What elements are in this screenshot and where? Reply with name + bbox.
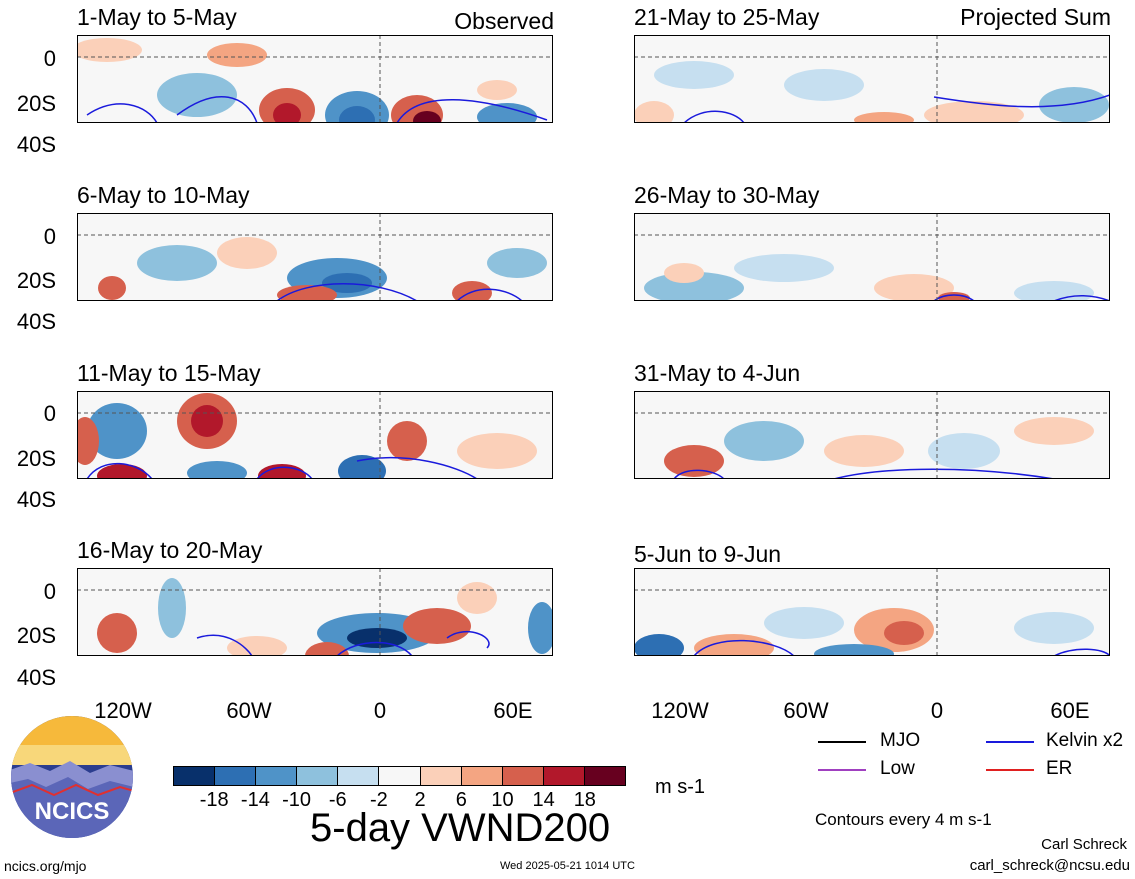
ytick-20s-p2: 20S	[16, 268, 56, 293]
panel-title-8: 5-Jun to 9-Jun	[634, 541, 782, 567]
ytick-40s-p3: 40S	[16, 487, 56, 512]
chart-title: 5-day VWND200	[310, 806, 611, 850]
ytick-0-p3: 0	[43, 401, 56, 426]
panel-title-2: 6-May to 10-May	[77, 182, 250, 208]
ytick-20s-p4: 20S	[16, 623, 56, 648]
map-panel-7	[634, 391, 1110, 479]
heatmap-2	[77, 213, 553, 301]
ncics-logo: NCICS	[11, 716, 133, 838]
ytick-20s-p1: 20S	[16, 91, 56, 116]
map-panel-5	[634, 35, 1110, 123]
heatmap-5	[634, 35, 1110, 123]
heatmap-7	[634, 391, 1110, 479]
map-panel-8	[634, 568, 1110, 656]
colorbar-label: -2	[370, 789, 388, 811]
xtick-left-60e: 60E	[493, 698, 533, 723]
colorbar-label: 6	[455, 789, 467, 811]
colorbar-label: 2	[414, 789, 426, 811]
panel-title-7: 31-May to 4-Jun	[634, 360, 801, 386]
legend-label-er: ER	[1046, 758, 1073, 779]
footer-email[interactable]: carl_schreck@ncsu.edu	[969, 857, 1130, 874]
xtick-right-0: 0	[930, 698, 944, 723]
ytick-20s-p3: 20S	[16, 446, 56, 471]
projected-sum-label: Projected Sum	[960, 4, 1111, 30]
colorbar-swatch	[584, 767, 626, 785]
colorbar-label: 14	[532, 789, 555, 811]
xtick-right-120w: 120W	[651, 698, 709, 723]
heatmap-4	[77, 568, 553, 656]
colorbar-swatch	[338, 767, 380, 785]
colorbar-label: -10	[282, 789, 311, 811]
colorbar-swatch	[420, 767, 462, 785]
colorbar-label: -18	[199, 789, 229, 811]
ytick-40s-p1: 40S	[16, 132, 56, 157]
footer-timestamp: Wed 2025-05-21 1014 UTC	[500, 860, 635, 872]
map-panel-2	[77, 213, 553, 301]
map-panel-4	[77, 568, 553, 656]
panel-title-3: 11-May to 15-May	[77, 360, 261, 386]
legend-line-low	[818, 769, 866, 771]
colorbar-swatch	[256, 767, 298, 785]
legend-line-er	[986, 769, 1034, 771]
heatmap-1	[77, 35, 553, 123]
xtick-left-0: 0	[373, 698, 387, 723]
colorbar-label: -14	[240, 789, 270, 811]
heatmap-8	[634, 568, 1110, 656]
map-panel-1	[77, 35, 553, 123]
colorbar-swatch	[543, 767, 585, 785]
panel-title-5: 21-May to 25-May	[634, 4, 820, 30]
ytick-0-p4: 0	[43, 579, 56, 604]
units-label: m s-1	[655, 776, 705, 798]
colorbar-label: -6	[328, 789, 347, 811]
panel-title-6: 26-May to 30-May	[634, 182, 820, 208]
xtick-left-60w: 60W	[226, 698, 272, 723]
colorbar-swatch	[297, 767, 339, 785]
legend-label-mjo: MJO	[880, 730, 921, 751]
observed-label: Observed	[454, 8, 554, 34]
xtick-right-60w: 60W	[783, 698, 829, 723]
colorbar-label: 10	[491, 789, 514, 811]
colorbar-swatch	[461, 767, 503, 785]
panel-title-1: 1-May to 5-May	[77, 4, 237, 30]
colorbar-swatch	[379, 767, 421, 785]
colorbar-label: 18	[573, 789, 596, 811]
footer-url[interactable]: ncics.org/mjo	[4, 858, 87, 874]
map-panel-6	[634, 213, 1110, 301]
colorbar	[173, 766, 626, 786]
legend-line-mjo	[818, 741, 866, 743]
legend-line-kelvin	[986, 741, 1034, 743]
legend-label-low: Low	[880, 758, 915, 779]
ytick-0-p2: 0	[43, 224, 56, 249]
xtick-left-120w: 120W	[94, 698, 152, 723]
logo-text: NCICS	[35, 798, 110, 825]
legend-label-kelvin: Kelvin x2	[1046, 730, 1124, 751]
heatmap-6	[634, 213, 1110, 301]
ytick-40s-p2: 40S	[16, 309, 56, 334]
panel-title-4: 16-May to 20-May	[77, 537, 263, 563]
colorbar-swatch	[502, 767, 544, 785]
xtick-right-60e: 60E	[1050, 698, 1090, 723]
map-panel-3	[77, 391, 553, 479]
colorbar-swatch	[215, 767, 257, 785]
heatmap-3	[77, 391, 553, 479]
ytick-0-p1: 0	[43, 46, 56, 71]
contour-note: Contours every 4 m s-1	[815, 810, 992, 829]
colorbar-swatch	[174, 767, 216, 785]
ytick-40s-p4: 40S	[16, 665, 56, 690]
footer-author: Carl Schreck	[1041, 836, 1127, 853]
